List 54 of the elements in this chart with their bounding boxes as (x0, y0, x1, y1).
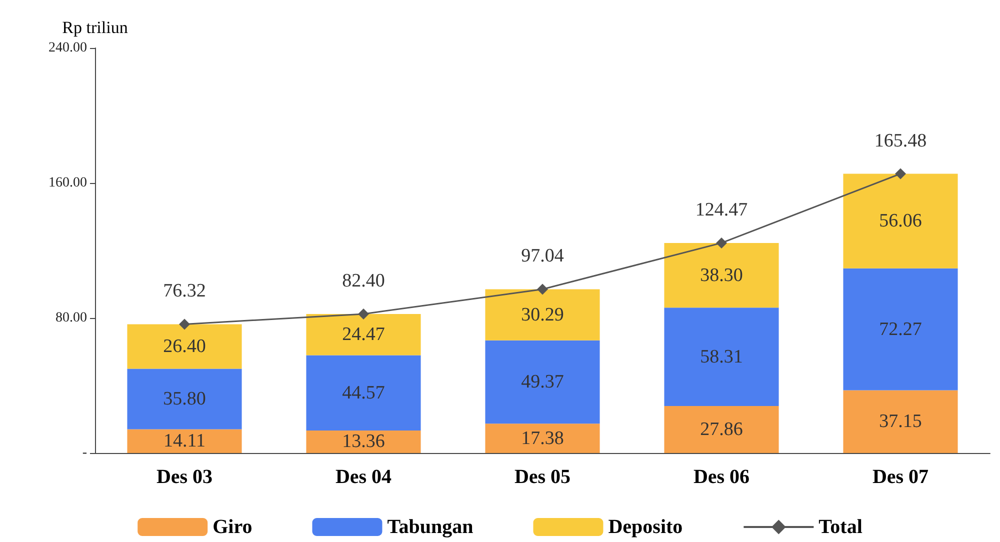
data-label: 56.06 (879, 210, 922, 232)
bar (127, 429, 242, 453)
point (537, 284, 548, 295)
y-tick-label: - (82, 446, 88, 460)
data-label: 14.11 (163, 430, 206, 452)
bar (306, 355, 421, 430)
data-label: 165.48 (874, 130, 927, 152)
bar (306, 314, 421, 356)
bar (664, 308, 779, 406)
x-tick-label: Des 07 (872, 466, 929, 488)
x-tick-label: Des 06 (693, 466, 750, 488)
x-tick-label: Des 04 (335, 466, 392, 488)
bar (485, 340, 600, 424)
legend-label: Tabungan (387, 516, 474, 538)
data-label: 26.40 (163, 336, 206, 357)
data-label: 37.15 (879, 411, 922, 432)
point (895, 168, 906, 180)
bar (306, 430, 421, 453)
data-label: 124.47 (695, 199, 748, 220)
data-label: 24.47 (342, 324, 385, 346)
bar (127, 368, 242, 430)
bar (843, 268, 958, 390)
y-tick-label: 240.00 (48, 40, 87, 56)
x-tick-label: Des 05 (514, 466, 571, 488)
y-tick-label: 160.00 (48, 176, 87, 190)
data-label: 58.31 (700, 346, 743, 368)
data-label: 82.40 (342, 270, 385, 292)
bar (485, 289, 600, 340)
data-label: 35.80 (163, 388, 206, 410)
y-tick-label: 80.00 (56, 310, 87, 326)
y-axis-title: Rp triliun (62, 18, 128, 37)
bar (485, 424, 600, 453)
bar (843, 174, 958, 268)
legend-label: Giro (212, 516, 252, 538)
point (716, 237, 727, 248)
data-label: 49.37 (521, 372, 564, 393)
data-label: 44.57 (342, 382, 385, 404)
point (358, 308, 369, 320)
data-label: 13.36 (342, 431, 385, 452)
legend-label: Total (818, 516, 863, 538)
data-label: 38.30 (700, 264, 743, 286)
data-label: 76.32 (163, 280, 206, 302)
point (179, 318, 190, 330)
x-tick-label: Des 03 (156, 466, 213, 488)
legend-label: Deposito (608, 516, 683, 538)
bar (664, 242, 779, 308)
bar (843, 390, 958, 453)
bar (664, 406, 779, 453)
bar (127, 324, 242, 369)
data-label: 17.38 (521, 428, 564, 449)
data-label: 27.86 (700, 418, 743, 440)
data-label: 72.27 (879, 318, 922, 340)
data-label: 97.04 (521, 246, 564, 267)
data-label: 30.29 (521, 304, 564, 326)
